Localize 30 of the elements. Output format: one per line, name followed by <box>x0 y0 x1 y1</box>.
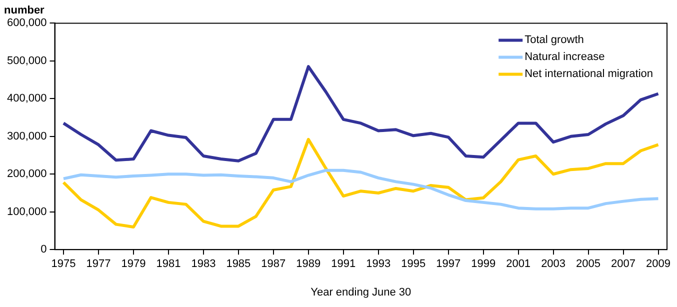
x-tick-label: 1995 <box>401 258 426 270</box>
y-tick-label: 0 <box>40 244 47 256</box>
x-tick-label: 2005 <box>576 258 601 270</box>
x-tick-label: 1991 <box>331 258 356 270</box>
x-tick-label: 1987 <box>261 258 286 270</box>
legend-label: Net international migration <box>524 68 654 80</box>
y-tick-label: 200,000 <box>6 168 47 180</box>
x-tick-label: 1985 <box>226 258 251 270</box>
x-tick-label: 1983 <box>191 258 216 270</box>
x-tick-label: 1993 <box>366 258 391 270</box>
y-tick-label: 300,000 <box>6 130 47 142</box>
legend-label: Natural increase <box>524 51 605 64</box>
y-tick-label: 500,000 <box>6 54 47 67</box>
x-tick-label: 1975 <box>51 258 76 270</box>
x-tick-label: 1981 <box>156 258 181 270</box>
x-tick-label: 1977 <box>86 258 111 270</box>
x-axis-title: Year ending June 30 <box>310 286 412 298</box>
legend-label: Total growth <box>524 34 584 46</box>
y-axis-title: number <box>4 4 46 17</box>
x-tick-label: 2003 <box>541 258 566 270</box>
x-tick-label: 2001 <box>506 258 531 270</box>
y-tick-label: 400,000 <box>6 92 47 105</box>
y-tick-label: 100,000 <box>6 206 47 218</box>
x-tick-label: 1999 <box>471 258 496 270</box>
x-tick-label: 1989 <box>296 258 321 270</box>
x-tick-label: 2007 <box>611 258 636 270</box>
x-tick-label: 2009 <box>646 258 670 270</box>
y-tick-label: 600,000 <box>6 17 47 30</box>
x-tick-label: 1979 <box>121 258 146 270</box>
x-tick-label: 1997 <box>436 258 461 270</box>
